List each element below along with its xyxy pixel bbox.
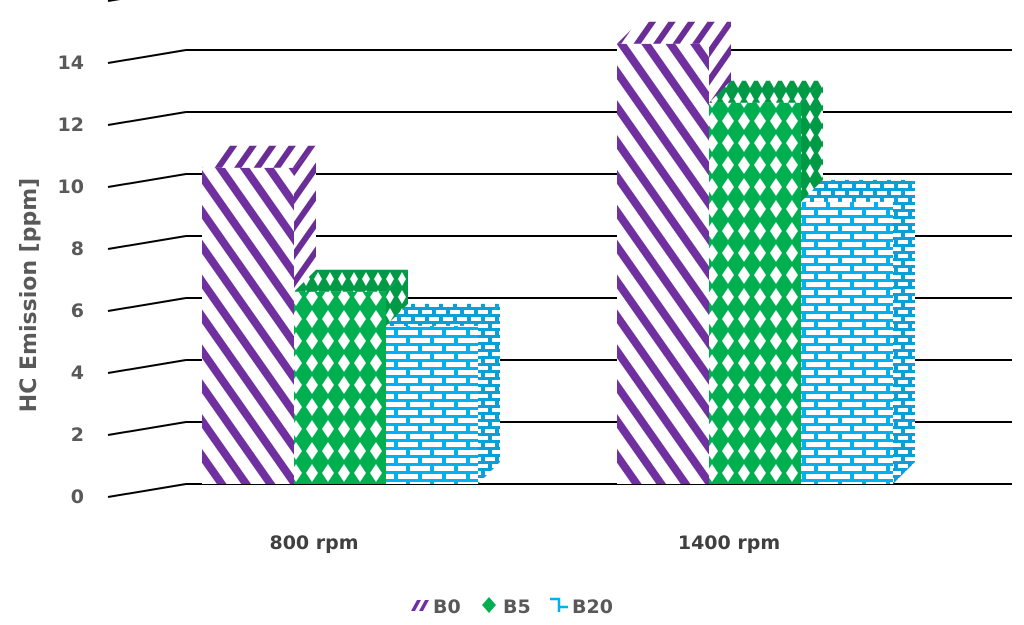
gridline-diagonal [107,483,187,498]
y-tick-label: 12 [58,114,84,136]
legend-item-B5: B5 [482,596,531,618]
legend-item-B20: B20 [550,596,613,618]
bar-front [294,291,386,484]
bar-B20-1400-rpm [801,179,915,484]
legend-stripe-icon [419,600,429,611]
gridline-diagonal [107,111,187,126]
bar-top [386,303,500,326]
legend-label: B0 [433,596,461,618]
legend-label: B5 [503,596,531,618]
y-tick-label: 2 [71,424,84,446]
bar-side [893,179,915,484]
bar-front [709,102,801,484]
bar-top [294,269,408,292]
x-category-label: 1400 rpm [678,532,780,554]
y-tick-label: 10 [58,176,84,198]
gridline-diagonal [107,359,187,374]
x-category-label: 800 rpm [269,532,358,554]
y-tick-label: 0 [71,486,84,508]
bar-top [202,145,316,168]
bar-front [202,167,294,485]
gridline-diagonal [107,173,187,188]
gridline-diagonal [107,235,187,250]
gridline-diagonal [107,421,187,436]
bar-top [709,80,823,103]
x-axis-categories: 800 rpm 1400 rpm [269,532,780,554]
bar-B20-800-rpm [386,303,500,484]
bar-top [801,179,915,202]
y-tick-label: 14 [58,52,84,74]
bars [202,21,915,485]
bar-side [478,303,500,484]
y-tick-label: 6 [71,300,84,322]
bar-front [801,201,893,484]
legend-item-B0: B0 [411,596,461,618]
gridline-diagonal [107,297,187,312]
legend-brick-icon [550,597,568,612]
gridline-diagonal [107,0,121,2]
y-tick-label: 8 [71,238,84,260]
legend-stripe-icon [411,600,421,611]
legend-label: B20 [572,596,613,618]
bar-top [617,21,731,44]
legend: B0 B5 B20 [411,596,613,618]
y-tick-label: 4 [71,362,84,384]
bar-front [617,43,709,485]
y-axis-ticks: 0 2 4 6 8 10 12 14 [58,52,84,508]
y-axis-label: HC Emission [ppm] [17,178,42,412]
legend-diamond-icon [482,597,496,613]
bar-front [386,325,478,484]
gridline-diagonal [107,49,187,64]
